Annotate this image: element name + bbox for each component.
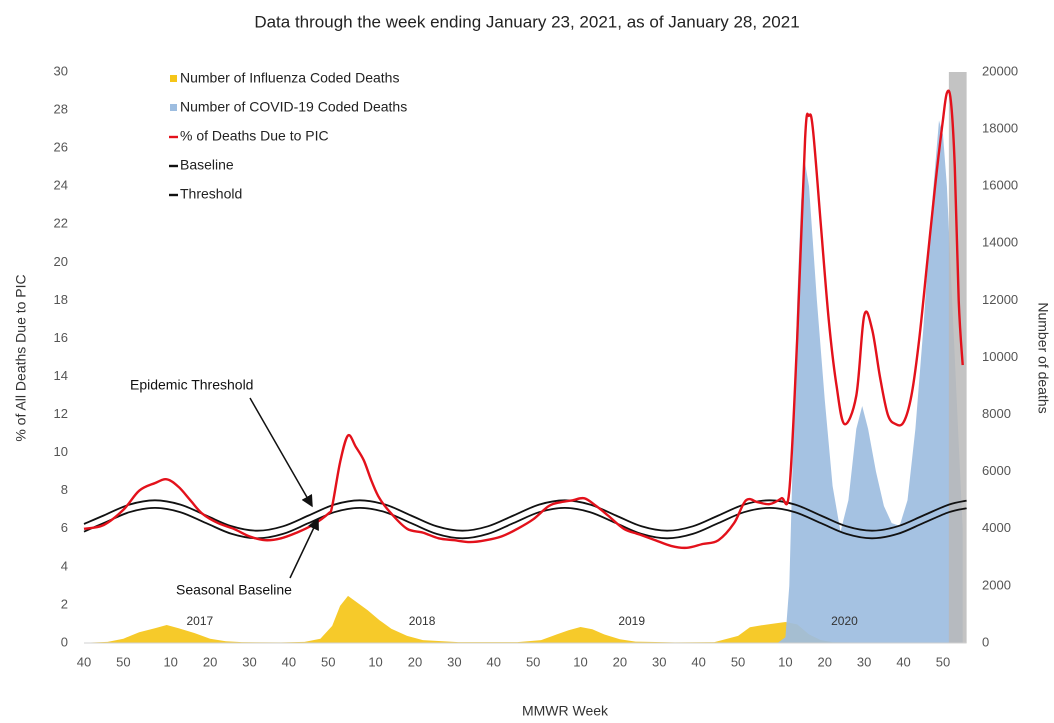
x-tick-label: 20: [613, 654, 627, 669]
legend-swatch: [170, 104, 177, 111]
y-tick-label: 30: [54, 63, 68, 78]
y2-tick-label: 20000: [982, 63, 1018, 78]
x-tick-label: 20: [818, 654, 832, 669]
y2-tick-label: 12000: [982, 292, 1018, 307]
y2-axis-title: Number of deaths: [1035, 302, 1051, 413]
line: [83, 89, 964, 550]
y-tick-label: 26: [54, 140, 68, 155]
incomplete-data-band: [948, 72, 967, 643]
y-tick-label: 16: [54, 330, 68, 345]
x-tick-label: 50: [116, 654, 130, 669]
line: [83, 507, 967, 540]
y2-tick-label: 2000: [982, 577, 1011, 592]
x-tick-label: 40: [77, 654, 91, 669]
x-tick-label: 30: [242, 654, 256, 669]
y-tick-label: 22: [54, 216, 68, 231]
y2-tick-label: 8000: [982, 406, 1011, 421]
area: [84, 595, 967, 643]
y2-tick-label: 16000: [982, 178, 1018, 193]
annotation: Epidemic Threshold: [130, 377, 253, 393]
y2-tick-label: 0: [982, 634, 989, 649]
y2-tick-label: 14000: [982, 235, 1018, 250]
legend-label: Baseline: [180, 157, 234, 173]
x-tick-label: 40: [282, 654, 296, 669]
x-tick-label: 50: [731, 654, 745, 669]
y-tick-label: 20: [54, 254, 68, 269]
year-label: 2019: [618, 614, 645, 628]
y-axis-title: % of All Deaths Due to PIC: [13, 274, 29, 441]
x-tick-label: 30: [447, 654, 461, 669]
y-tick-label: 18: [54, 292, 68, 307]
y-tick-label: 8: [61, 482, 68, 497]
annotation-arrow: [289, 517, 319, 579]
y-tick-label: 2: [61, 596, 68, 611]
y-tick-label: 10: [54, 444, 68, 459]
year-label: 2017: [186, 614, 213, 628]
year-label: 2020: [831, 614, 858, 628]
chart-title: Data through the week ending January 23,…: [254, 12, 799, 31]
x-tick-label: 40: [691, 654, 705, 669]
y-tick-label: 4: [61, 558, 68, 573]
x-tick-label: 10: [778, 654, 792, 669]
x-tick-label: 10: [573, 654, 587, 669]
annotation-arrow: [249, 397, 313, 508]
x-tick-label: 10: [163, 654, 177, 669]
x-tick-label: 30: [652, 654, 666, 669]
y-tick-label: 24: [54, 178, 68, 193]
area: [777, 120, 963, 643]
x-tick-label: 50: [936, 654, 950, 669]
y2-tick-label: 4000: [982, 520, 1011, 535]
x-tick-label: 30: [857, 654, 871, 669]
annotation: Seasonal Baseline: [176, 582, 292, 598]
legend-label: % of Deaths Due to PIC: [180, 128, 329, 144]
x-tick-label: 20: [203, 654, 217, 669]
year-label: 2018: [409, 614, 436, 628]
line: [83, 499, 967, 532]
legend-label: Number of COVID-19 Coded Deaths: [180, 99, 407, 115]
legend-label: Threshold: [180, 186, 242, 202]
x-tick-label: 50: [526, 654, 540, 669]
y-tick-label: 6: [61, 520, 68, 535]
y2-tick-label: 10000: [982, 349, 1018, 364]
legend-label: Number of Influenza Coded Deaths: [180, 70, 399, 86]
x-tick-label: 50: [321, 654, 335, 669]
x-tick-label: 20: [408, 654, 422, 669]
y-tick-label: 14: [54, 368, 68, 383]
y-tick-label: 28: [54, 102, 68, 117]
x-tick-label: 40: [487, 654, 501, 669]
y2-tick-label: 6000: [982, 463, 1011, 478]
x-tick-label: 10: [368, 654, 382, 669]
x-tick-label: 40: [896, 654, 910, 669]
x-axis-title: MMWR Week: [522, 703, 609, 719]
y2-tick-label: 18000: [982, 121, 1018, 136]
y-tick-label: 0: [61, 634, 68, 649]
legend-swatch: [170, 75, 177, 82]
y-tick-label: 12: [54, 406, 68, 421]
